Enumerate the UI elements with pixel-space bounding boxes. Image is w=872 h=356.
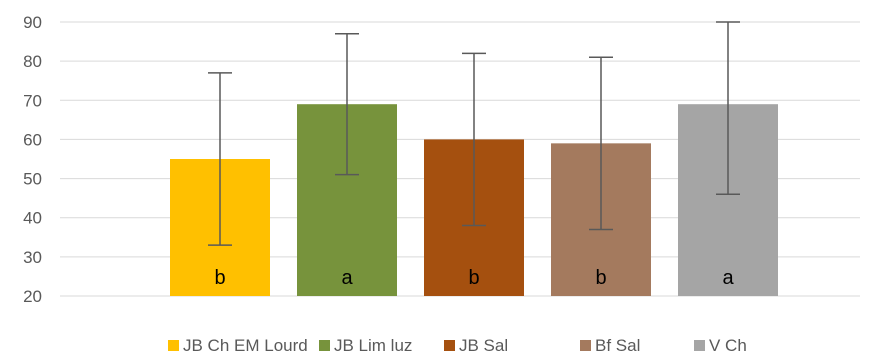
y-tick-label: 60 — [23, 130, 42, 149]
y-tick-label: 20 — [23, 287, 42, 306]
legend-swatch — [444, 340, 455, 351]
legend-swatch — [168, 340, 179, 351]
bar-significance-label: b — [468, 267, 479, 289]
legend-label: JB Sal — [459, 336, 508, 355]
error-bars — [208, 21, 740, 246]
legend-label: Bf Sal — [595, 336, 640, 355]
y-tick-label: 80 — [23, 52, 42, 71]
legend-label: JB Lim luz — [334, 336, 412, 355]
legend-label: V Ch — [709, 336, 747, 355]
y-tick-label: 40 — [23, 209, 42, 228]
y-tick-label: 50 — [23, 170, 42, 189]
legend-label: JB Ch EM Lourd — [183, 336, 308, 355]
bars — [170, 104, 778, 296]
y-tick-label: 70 — [23, 91, 42, 110]
bar-significance-label: b — [214, 267, 225, 289]
bar-significance-label: b — [595, 267, 606, 289]
legend: JB Ch EM Lourd JB Lim luz JB Sal Bf Sal V Ch — [168, 336, 747, 355]
legend-swatch — [580, 340, 591, 351]
bar-significance-label: a — [341, 267, 353, 289]
legend-swatch — [319, 340, 330, 351]
y-tick-label: 90 — [23, 13, 42, 32]
y-axis-ticks: 20 30 40 50 60 70 80 90 — [23, 13, 42, 306]
legend-swatch — [694, 340, 705, 351]
bar-significance-label: a — [722, 267, 734, 289]
y-tick-label: 30 — [23, 248, 42, 267]
